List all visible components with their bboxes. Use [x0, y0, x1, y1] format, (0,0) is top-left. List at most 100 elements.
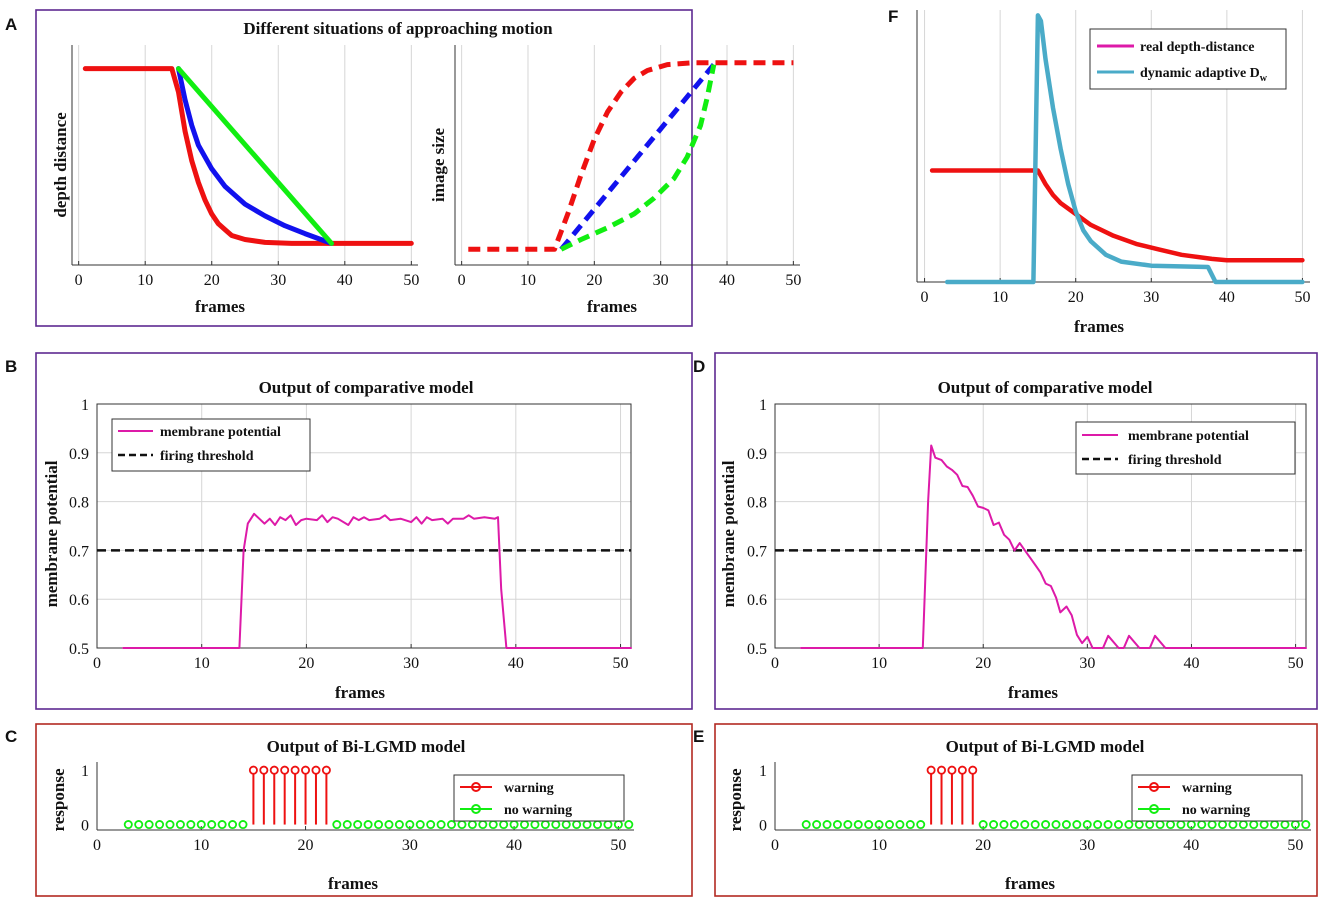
ylabel-C: response — [49, 768, 68, 831]
stem-nowarning-E-4 — [812, 820, 822, 830]
stem-nowarning-E-5 — [822, 820, 832, 830]
stem-nowarning-E-29 — [1072, 820, 1082, 830]
stem-nowarning-C-10 — [196, 820, 206, 830]
axes-box-D — [774, 403, 1307, 649]
stem-nowarning-C-12 — [217, 820, 227, 830]
ytick-label-B-0.8: 0.8 — [69, 495, 89, 512]
plot-A2: 0 10 20 30 40 50 — [454, 45, 801, 289]
plot-F: 0 10 20 30 40 50 — [916, 10, 1310, 306]
stem-nowarning-E-31 — [1093, 820, 1103, 830]
legend-label-dynamic-dw: dynamic adaptive Dw — [1140, 66, 1268, 84]
stem-nowarning-C-35 — [457, 820, 467, 830]
stem-nowarning-E-12 — [895, 820, 905, 830]
panel-label-D: D — [693, 357, 705, 376]
stem-nowarning-E-46 — [1249, 820, 1259, 830]
stem-warning-marker-E-17 — [947, 765, 957, 775]
xtick-label-E-40: 40 — [1183, 837, 1199, 854]
stem-warning-marker-C-22 — [321, 765, 331, 775]
stem-nowarning-E-28 — [1061, 820, 1071, 830]
stem-nowarning-E-42 — [1207, 820, 1217, 830]
stem-warning-marker-C-19 — [290, 765, 300, 775]
stem-nowarning-E-7 — [843, 820, 853, 830]
panel-label-F: F — [888, 7, 898, 26]
stem-nowarning-C-47 — [582, 820, 592, 830]
stem-nowarning-C-7 — [165, 820, 175, 830]
stem-nowarning-E-41 — [1197, 820, 1207, 830]
stem-nowarning-E-24 — [1020, 820, 1030, 830]
legend-marker-nowarning-E — [1149, 804, 1159, 814]
legend-label-warning-E: warning — [1182, 781, 1232, 796]
stem-nowarning-C-9 — [186, 820, 196, 830]
stem-nowarning-C-11 — [207, 820, 217, 830]
axes-box-B — [96, 403, 632, 649]
stem-nowarning-C-27 — [374, 820, 384, 830]
stem-nowarning-E-39 — [1176, 820, 1186, 830]
stem-nowarning-E-47 — [1259, 820, 1269, 830]
stem-nowarning-E-8 — [853, 820, 863, 830]
plot-B: 0 10 20 30 40 50 0.5 0.6 0.7 0.8 0.9 1 — [69, 397, 632, 672]
stem-nowarning-C-51 — [624, 820, 634, 830]
ylabel-A1: depth distance — [51, 112, 70, 218]
xtick-label-F-50: 50 — [1294, 289, 1310, 306]
legend-label-membrane-B: membrane potential — [160, 425, 281, 440]
legend-marker-warning-C — [471, 782, 481, 792]
series-line-A2-blue — [559, 63, 716, 251]
ylabel-B: membrane potential — [42, 460, 61, 607]
stem-nowarning-E-20 — [978, 820, 988, 830]
xtick-label-F-40: 40 — [1219, 289, 1235, 306]
stem-nowarning-C-32 — [426, 820, 436, 830]
xtick-label-E-30: 30 — [1079, 837, 1095, 854]
xlabel-C: frames — [328, 874, 378, 893]
series-line-A1-green — [176, 66, 334, 246]
xtick-label-E-20: 20 — [975, 837, 991, 854]
xtick-label-A2-50: 50 — [785, 272, 801, 289]
ylabel-A2: image size — [429, 127, 448, 202]
panel-label-C: C — [5, 727, 17, 746]
stem-nowarning-C-42 — [530, 820, 540, 830]
xtick-label-B-30: 30 — [403, 655, 419, 672]
panel-label-A: A — [5, 15, 17, 34]
frame-A — [35, 9, 693, 327]
stem-nowarning-C-4 — [134, 820, 144, 830]
xtick-label-C-0: 0 — [93, 837, 101, 854]
xtick-label-A1-40: 40 — [337, 272, 353, 289]
ytick-label-B-1: 1 — [81, 397, 89, 414]
stem-nowarning-E-9 — [864, 820, 874, 830]
stem-nowarning-E-21 — [989, 820, 999, 830]
xtick-label-E-10: 10 — [871, 837, 887, 854]
stem-nowarning-E-35 — [1134, 820, 1144, 830]
stem-nowarning-E-38 — [1165, 820, 1175, 830]
xtick-label-C-40: 40 — [506, 837, 522, 854]
xtick-label-D-50: 50 — [1288, 655, 1304, 672]
legend-label-real-depth: real depth-distance — [1140, 40, 1254, 55]
stem-nowarning-E-37 — [1155, 820, 1165, 830]
xtick-label-A1-20: 20 — [204, 272, 220, 289]
chart-title-C: Output of Bi-LGMD model — [267, 737, 466, 756]
stem-nowarning-C-43 — [540, 820, 550, 830]
series-line-A2-green — [560, 64, 717, 252]
stem-nowarning-C-49 — [603, 820, 613, 830]
stem-nowarning-C-41 — [520, 820, 530, 830]
stem-nowarning-E-45 — [1238, 820, 1248, 830]
ytick-label-D-0.7: 0.7 — [747, 543, 767, 560]
xtick-label-C-20: 20 — [298, 837, 314, 854]
legend-label-dynamic-dw-main: dynamic adaptive D — [1140, 66, 1260, 81]
stem-nowarning-C-8 — [175, 820, 185, 830]
ytick-label-D-0.6: 0.6 — [747, 592, 767, 609]
ytick-label-C-0: 0 — [81, 818, 89, 835]
xtick-label-A1-50: 50 — [403, 272, 419, 289]
xtick-label-B-10: 10 — [194, 655, 210, 672]
frame-C — [35, 723, 693, 897]
ylabel-D: membrane potential — [719, 460, 738, 607]
ytick-label-E-0: 0 — [759, 818, 767, 835]
stem-nowarning-C-36 — [467, 820, 477, 830]
stem-nowarning-C-28 — [384, 820, 394, 830]
xtick-label-C-10: 10 — [193, 837, 209, 854]
stem-nowarning-C-33 — [436, 820, 446, 830]
legend-label-threshold-B: firing threshold — [160, 449, 254, 464]
stem-warning-marker-C-15 — [248, 765, 258, 775]
xtick-label-F-20: 20 — [1068, 289, 1084, 306]
stem-nowarning-C-31 — [415, 820, 425, 830]
chart-title-D: Output of comparative model — [938, 378, 1153, 397]
